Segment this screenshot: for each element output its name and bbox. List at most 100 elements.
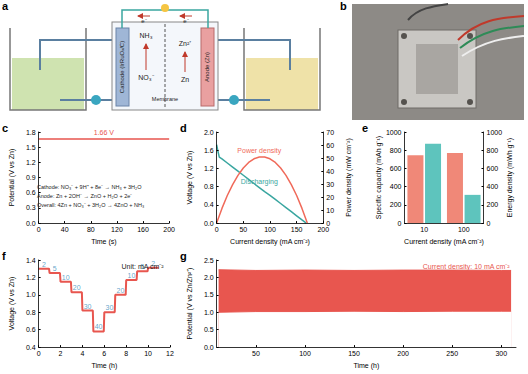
svg-text:100: 100 (299, 350, 311, 357)
svg-text:Current density: 10 mA cm⁻²: Current density: 10 mA cm⁻² (423, 263, 510, 271)
svg-text:100: 100 (458, 226, 470, 233)
svg-text:30: 30 (84, 303, 92, 310)
svg-text:0: 0 (215, 226, 219, 233)
svg-text:80: 80 (87, 226, 95, 233)
svg-text:50: 50 (326, 155, 334, 162)
svg-text:100: 100 (264, 226, 276, 233)
svg-text:1000: 1000 (386, 129, 402, 136)
svg-text:Cathode (IrRuOₓ/C): Cathode (IrRuOₓ/C) (119, 41, 125, 93)
svg-text:1.5: 1.5 (204, 291, 214, 298)
svg-text:0: 0 (487, 220, 491, 227)
svg-text:200: 200 (397, 350, 409, 357)
svg-text:40: 40 (61, 226, 69, 233)
svg-text:Zn²⁺: Zn²⁺ (179, 40, 193, 47)
svg-text:12: 12 (166, 350, 174, 357)
svg-text:2.0: 2.0 (204, 129, 214, 136)
svg-text:0.0: 0.0 (26, 220, 36, 227)
svg-text:200: 200 (487, 201, 499, 208)
svg-text:Power density: Power density (237, 147, 281, 155)
svg-text:200: 200 (163, 226, 175, 233)
svg-text:160: 160 (137, 226, 149, 233)
svg-text:400: 400 (390, 183, 402, 190)
svg-text:0: 0 (37, 350, 41, 357)
svg-text:Current density (mA cm⁻²): Current density (mA cm⁻²) (404, 238, 484, 246)
svg-text:600: 600 (487, 165, 499, 172)
svg-text:150: 150 (348, 350, 360, 357)
svg-text:Anode (Zn): Anode (Zn) (204, 52, 210, 82)
svg-text:0.0: 0.0 (204, 344, 214, 351)
svg-text:0.3: 0.3 (26, 204, 36, 211)
svg-text:1000: 1000 (487, 129, 503, 136)
svg-text:150: 150 (291, 226, 303, 233)
svg-text:10: 10 (326, 207, 334, 214)
svg-text:30: 30 (106, 304, 114, 311)
svg-text:0.0: 0.0 (204, 220, 214, 227)
svg-text:20: 20 (326, 194, 334, 201)
svg-text:5: 5 (53, 265, 57, 272)
svg-text:0.6: 0.6 (26, 326, 36, 333)
svg-text:1.0: 1.0 (26, 291, 36, 298)
svg-text:0.8: 0.8 (26, 309, 36, 316)
svg-text:70: 70 (326, 129, 334, 136)
svg-text:1.5: 1.5 (26, 144, 36, 151)
svg-text:20: 20 (117, 287, 125, 294)
svg-text:0: 0 (37, 226, 41, 233)
svg-text:300: 300 (495, 350, 507, 357)
svg-text:Current density (mA cm⁻²): Current density (mA cm⁻²) (230, 238, 310, 246)
svg-text:40: 40 (326, 168, 334, 175)
svg-text:2: 2 (59, 350, 63, 357)
svg-text:Energy density (mWh g⁻¹): Energy density (mWh g⁻¹) (506, 138, 514, 217)
svg-text:NH₃: NH₃ (140, 32, 153, 39)
svg-text:4: 4 (80, 350, 84, 357)
svg-text:30: 30 (326, 181, 334, 188)
svg-text:50: 50 (239, 226, 247, 233)
svg-text:0.6: 0.6 (26, 189, 36, 196)
svg-text:1.2: 1.2 (204, 165, 214, 172)
svg-text:0.4: 0.4 (26, 344, 36, 351)
svg-text:Time (h): Time (h) (91, 362, 117, 370)
svg-text:40: 40 (95, 323, 103, 330)
svg-text:60: 60 (326, 142, 334, 149)
svg-text:0.4: 0.4 (204, 201, 214, 208)
svg-text:120: 120 (111, 226, 123, 233)
svg-text:e⁻: e⁻ (141, 18, 146, 24)
svg-text:2.0: 2.0 (204, 274, 214, 281)
svg-text:Discharging: Discharging (241, 178, 278, 186)
svg-text:Cathode: NO₃⁻ + 9H⁺ + 8e⁻ → NH: Cathode: NO₃⁻ + 9H⁺ + 8e⁻ → NH₃ + 3H₂O (37, 184, 142, 190)
svg-text:50: 50 (252, 350, 260, 357)
svg-text:1.2: 1.2 (26, 274, 36, 281)
svg-text:800: 800 (390, 147, 402, 154)
svg-text:1.6: 1.6 (204, 147, 214, 154)
svg-text:NO₃⁻: NO₃⁻ (138, 74, 154, 81)
svg-text:800: 800 (487, 147, 499, 154)
svg-text:e⁻: e⁻ (183, 18, 188, 24)
svg-text:Unit: mA cm⁻²: Unit: mA cm⁻² (122, 263, 165, 270)
svg-text:1.66 V: 1.66 V (94, 129, 115, 136)
svg-text:Power density (mW cm⁻²): Power density (mW cm⁻²) (345, 138, 353, 217)
svg-text:Specific capacity (mAh g⁻¹): Specific capacity (mAh g⁻¹) (375, 136, 383, 219)
svg-text:2: 2 (42, 261, 46, 268)
svg-text:2.5: 2.5 (204, 257, 214, 264)
svg-text:600: 600 (390, 165, 402, 172)
svg-text:Voltage (V vs Zn): Voltage (V vs Zn) (8, 277, 16, 331)
svg-text:1.2: 1.2 (26, 159, 36, 166)
svg-text:10: 10 (420, 226, 428, 233)
svg-text:Anode: Zn + 2OH⁻ → ZnO + H₂O +: Anode: Zn + 2OH⁻ → ZnO + H₂O + 2e⁻ (37, 193, 132, 199)
svg-text:1.4: 1.4 (26, 257, 36, 264)
svg-text:Time (h): Time (h) (353, 362, 379, 370)
svg-text:0.5: 0.5 (204, 326, 214, 333)
svg-text:0.9: 0.9 (26, 174, 36, 181)
svg-text:0: 0 (398, 220, 402, 227)
svg-text:Membrane: Membrane (152, 96, 178, 102)
svg-text:8: 8 (124, 350, 128, 357)
svg-text:1.8: 1.8 (26, 129, 36, 136)
svg-text:0.8: 0.8 (204, 183, 214, 190)
svg-text:Overall: 4Zn + NO₃⁻ + 3H₂O → 4: Overall: 4Zn + NO₃⁻ + 3H₂O → 4ZnO + NH₃ (37, 202, 144, 208)
svg-text:1.0: 1.0 (204, 309, 214, 316)
svg-text:Potential (V vs Zn/Zn²⁺): Potential (V vs Zn/Zn²⁺) (186, 268, 194, 340)
svg-text:200: 200 (390, 201, 402, 208)
svg-text:Time (s): Time (s) (91, 238, 116, 246)
svg-text:Potential (V vs Zn): Potential (V vs Zn) (8, 149, 16, 207)
svg-text:10: 10 (128, 272, 136, 279)
svg-text:6: 6 (102, 350, 106, 357)
